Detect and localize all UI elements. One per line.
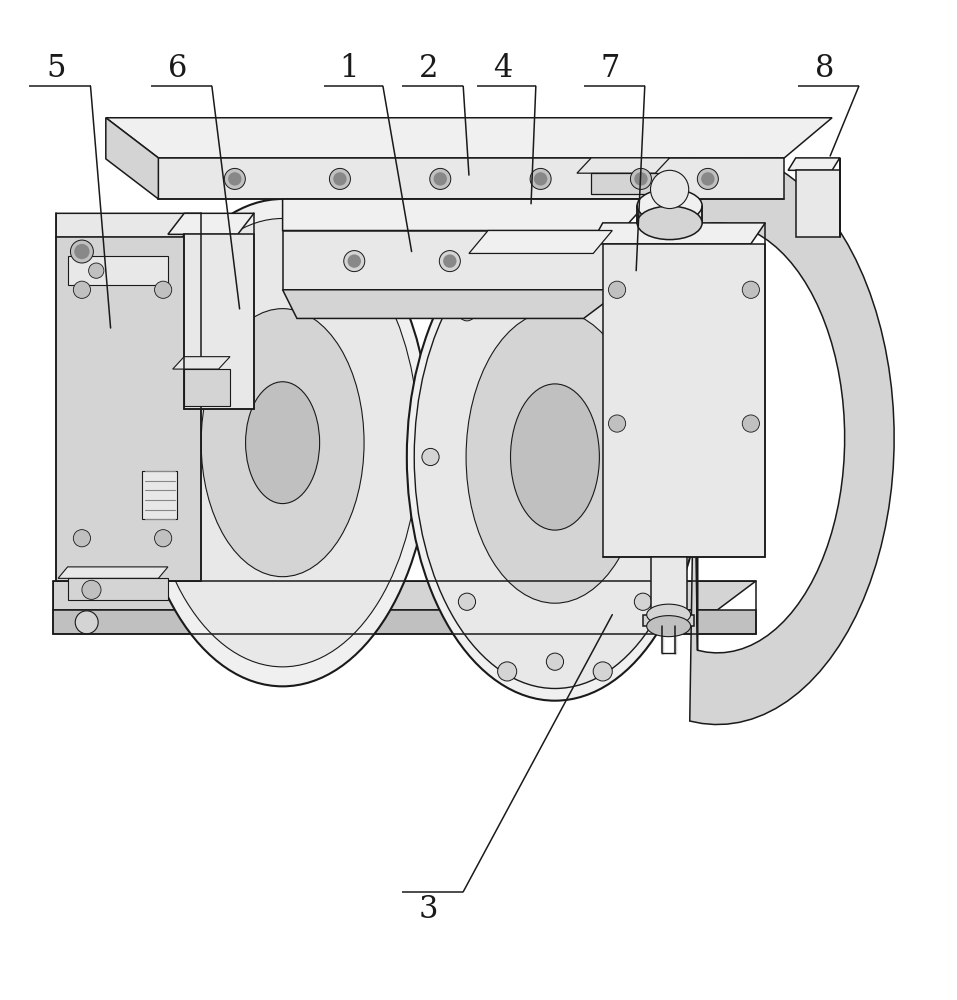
Circle shape [634,172,648,186]
Polygon shape [591,223,766,244]
Polygon shape [796,170,839,237]
Text: 3: 3 [419,894,438,925]
Polygon shape [643,615,695,626]
Circle shape [546,244,564,261]
Circle shape [430,168,451,189]
Polygon shape [56,237,201,581]
Ellipse shape [637,189,702,222]
Ellipse shape [135,199,431,686]
Circle shape [631,168,652,189]
Polygon shape [184,234,254,409]
Polygon shape [54,610,756,634]
Circle shape [546,653,564,670]
Ellipse shape [246,382,320,504]
Polygon shape [172,357,230,369]
Circle shape [422,448,439,466]
Text: 7: 7 [601,53,620,84]
Circle shape [344,251,365,272]
Ellipse shape [647,604,691,625]
Circle shape [333,172,346,186]
Circle shape [74,281,91,298]
Polygon shape [106,118,158,199]
Circle shape [329,168,350,189]
Circle shape [458,593,476,610]
Polygon shape [106,118,832,158]
Ellipse shape [201,309,364,577]
Circle shape [609,281,626,298]
Polygon shape [58,567,167,578]
Circle shape [698,168,719,189]
Circle shape [498,662,517,681]
Circle shape [75,244,90,259]
Text: 8: 8 [814,53,835,84]
Circle shape [671,448,688,466]
Polygon shape [68,578,167,600]
Circle shape [701,172,715,186]
Ellipse shape [510,384,599,530]
Circle shape [224,168,245,189]
Ellipse shape [146,218,419,667]
Circle shape [651,170,689,209]
Circle shape [71,240,94,263]
Circle shape [434,172,447,186]
Ellipse shape [466,311,644,603]
Text: 4: 4 [493,53,512,84]
Polygon shape [469,231,612,253]
Circle shape [743,281,760,298]
Polygon shape [282,199,651,231]
Circle shape [634,593,652,610]
Polygon shape [184,369,230,406]
Text: 2: 2 [419,53,438,84]
Circle shape [530,168,551,189]
Text: 6: 6 [167,53,188,84]
Polygon shape [789,158,839,170]
Polygon shape [637,206,702,223]
Text: 5: 5 [46,53,66,84]
Circle shape [154,281,171,298]
Circle shape [347,254,361,268]
Polygon shape [690,151,894,725]
Polygon shape [167,213,254,234]
Circle shape [443,254,456,268]
Polygon shape [282,231,622,290]
Circle shape [74,530,91,547]
Circle shape [82,580,101,599]
Polygon shape [158,158,785,199]
Polygon shape [54,581,756,610]
Circle shape [609,415,626,432]
Polygon shape [56,213,201,237]
Circle shape [534,172,547,186]
Circle shape [154,530,171,547]
Polygon shape [577,158,670,173]
Circle shape [76,611,99,634]
Polygon shape [68,256,167,285]
Circle shape [593,662,612,681]
Circle shape [89,263,104,278]
Circle shape [743,415,760,432]
Circle shape [439,251,460,272]
Polygon shape [143,471,177,519]
Circle shape [228,172,241,186]
Ellipse shape [637,206,702,240]
Polygon shape [591,173,670,194]
Polygon shape [603,244,766,557]
Polygon shape [282,290,622,318]
Ellipse shape [647,616,691,637]
Circle shape [634,304,652,321]
Polygon shape [651,557,687,615]
Ellipse shape [414,226,696,688]
Text: 1: 1 [340,53,359,84]
Ellipse shape [407,213,703,701]
Circle shape [458,304,476,321]
